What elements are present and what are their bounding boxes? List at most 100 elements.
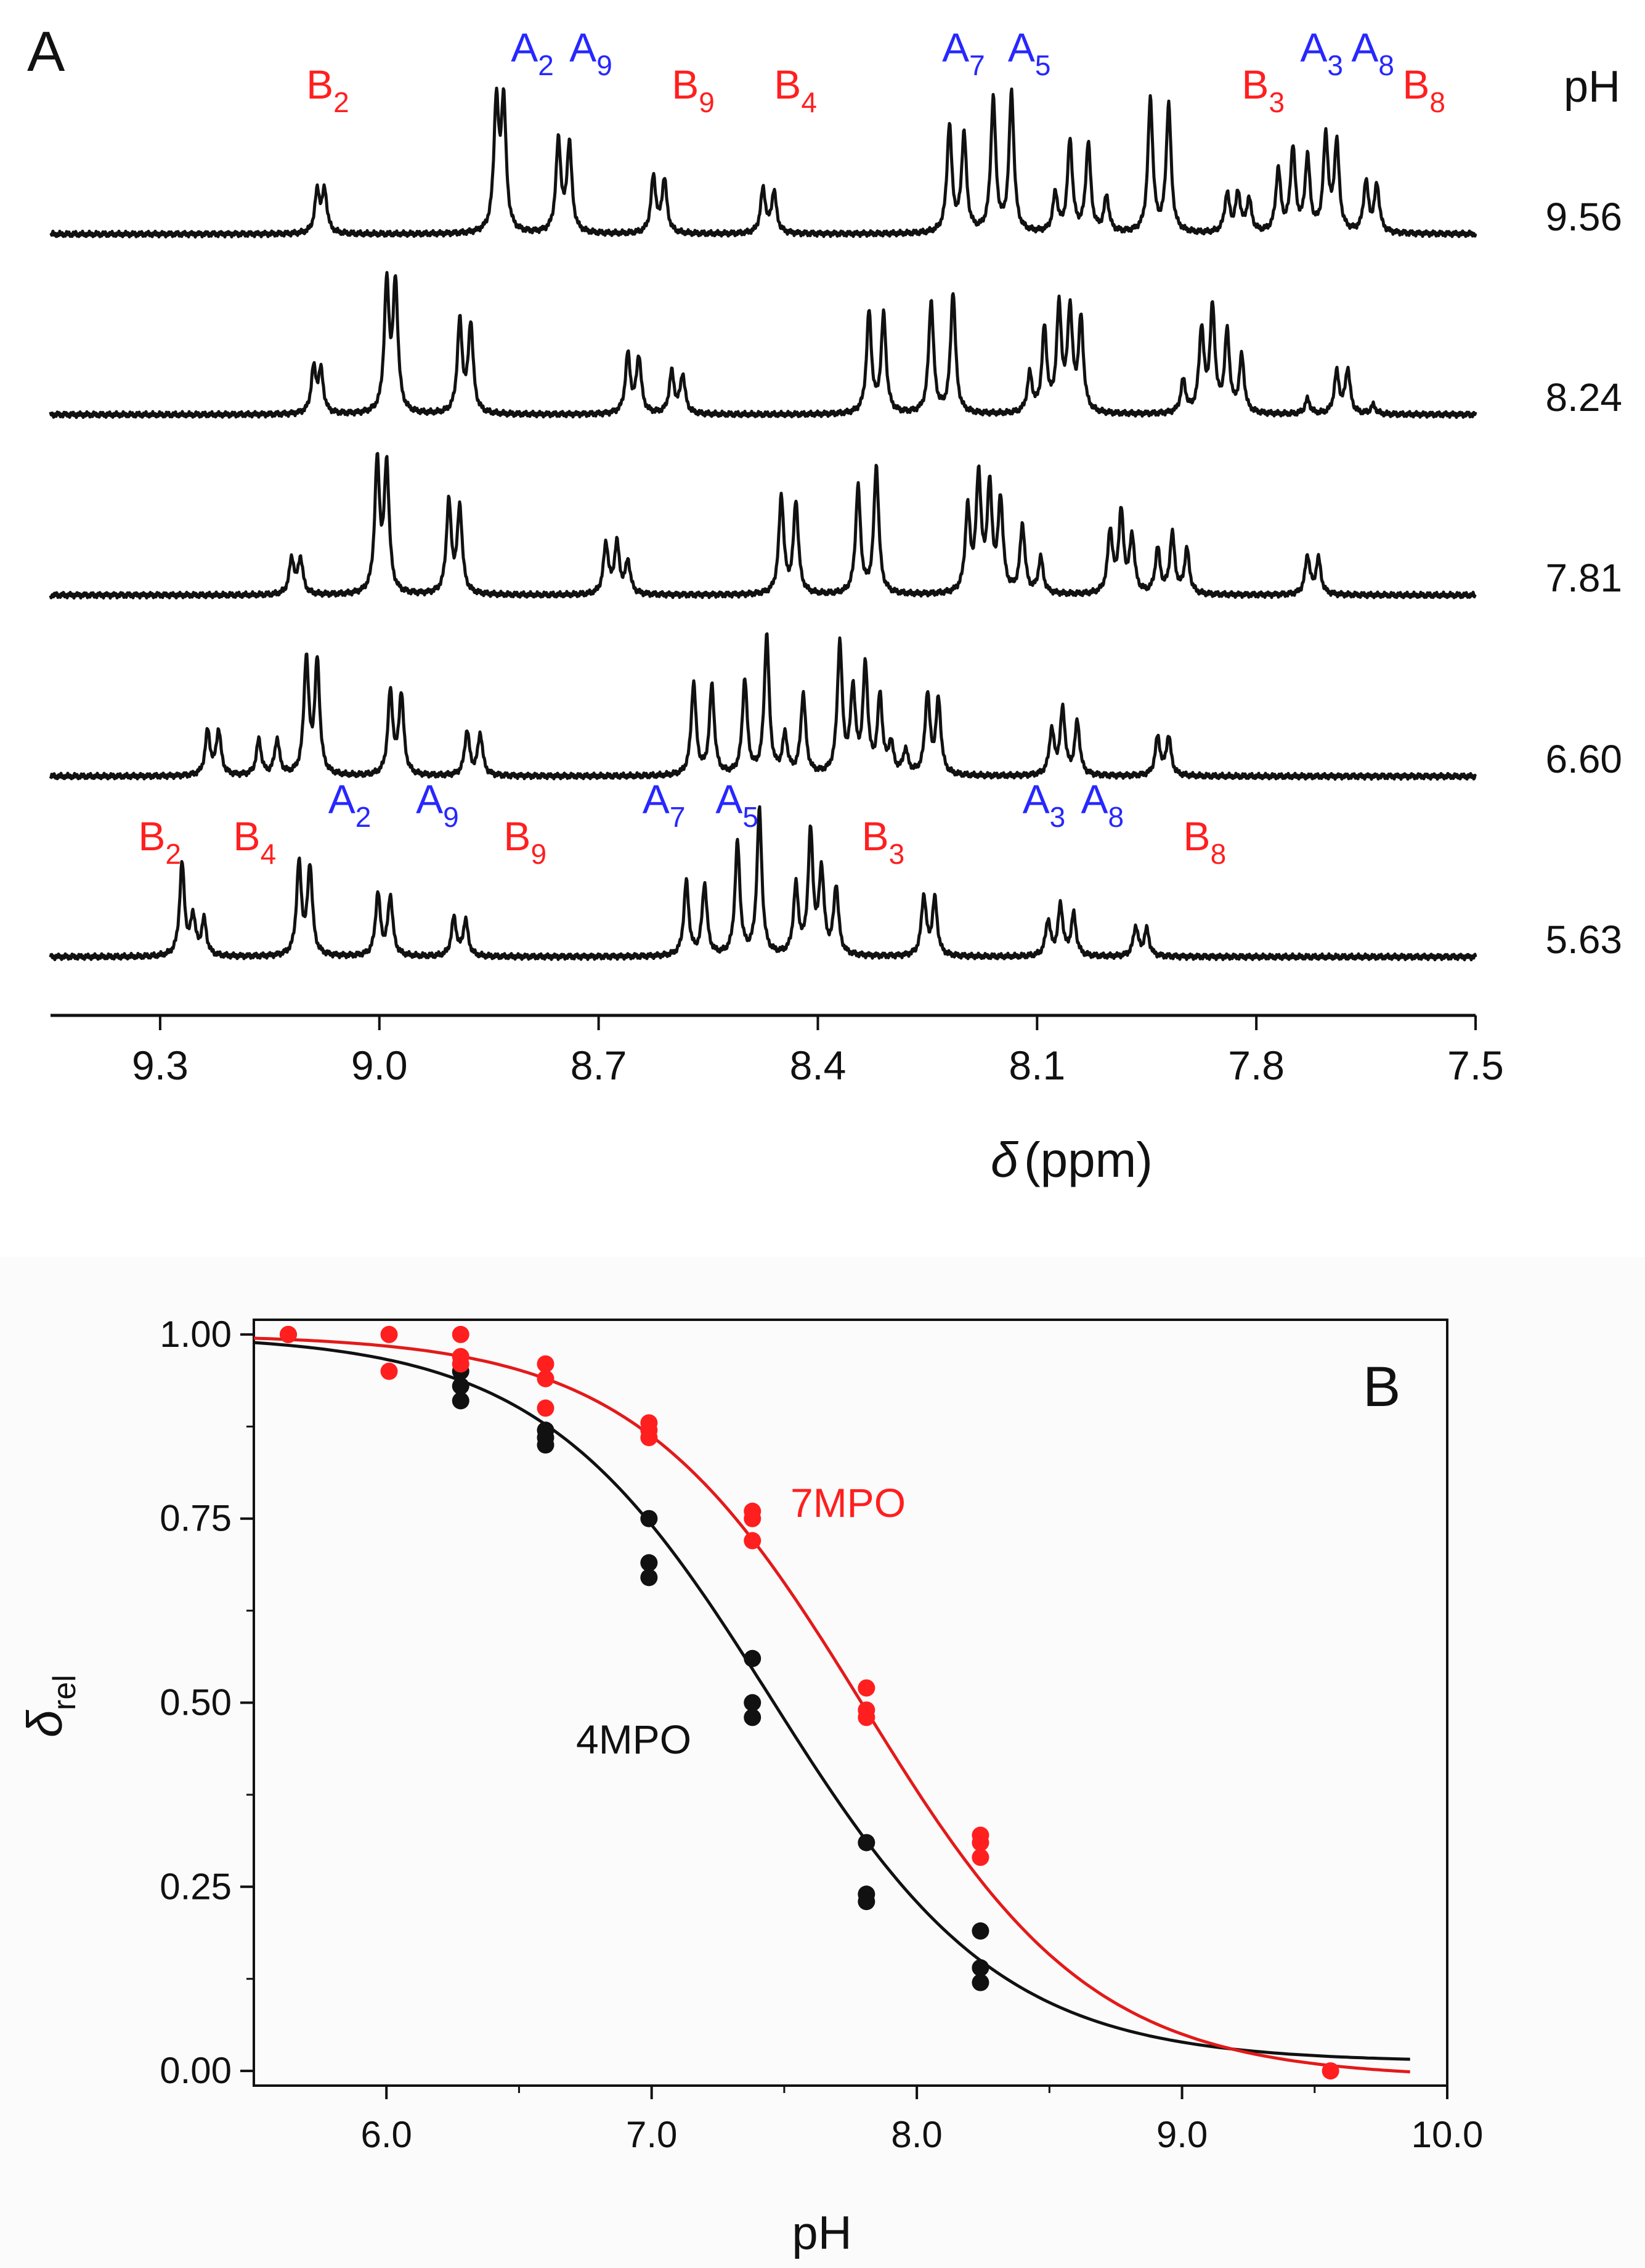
spectrum-ph-label: 9.56 — [1545, 195, 1622, 239]
peak-label-bottom-B2: B2 — [138, 813, 181, 870]
ppm-tick-label: 8.4 — [790, 1043, 847, 1088]
peak-label-top-B4: B4 — [774, 62, 817, 118]
data-point-4mpo — [744, 1694, 762, 1712]
panel-a-nmr-spectra: A pH 9.56 8.24 7.81 6.60 5.63 B2 A2 A9 B9 B4 A7 A5… — [27, 20, 1622, 1187]
spectrum-trace-ph-5.63 — [49, 805, 1477, 962]
peak-label-bottom-A5: A5 — [715, 776, 758, 833]
peak-label-bottom-B4: B4 — [234, 813, 277, 870]
ph-tick-label: 9.0 — [1156, 2114, 1208, 2155]
plot-frame — [253, 1319, 1448, 2087]
peak-label-bottom-A7: A7 — [643, 776, 686, 833]
data-point-7mpo — [452, 1325, 469, 1343]
data-point-7mpo — [452, 1355, 469, 1373]
data-point-4mpo — [858, 1834, 875, 1851]
data-point-4mpo — [744, 1709, 762, 1726]
data-point-4mpo — [972, 1959, 989, 1977]
peak-label-bottom-B3: B3 — [862, 813, 905, 870]
spectrum-ph-label: 8.24 — [1545, 375, 1622, 420]
ppm-axis-label-unit: (ppm) — [1024, 1132, 1153, 1187]
y-tick-label: 1.00 — [160, 1314, 232, 1355]
peak-label-bottom-B9: B9 — [503, 813, 546, 870]
data-point-7mpo — [537, 1399, 554, 1417]
fit-curve-4mpo — [253, 1341, 1410, 2061]
data-point-4mpo — [744, 1649, 762, 1667]
ppm-tick-label: 7.5 — [1447, 1043, 1504, 1088]
peak-label-top-A3: A3 — [1300, 25, 1343, 81]
data-point-7mpo — [380, 1362, 398, 1380]
data-point-7mpo — [537, 1370, 554, 1388]
peak-label-top-A7: A7 — [942, 25, 985, 81]
data-point-7mpo — [858, 1679, 875, 1697]
y-axis-title-symbol: δ — [17, 1709, 72, 1738]
data-points — [279, 1325, 1339, 2080]
fit-curves — [253, 1336, 1410, 2074]
data-point-4mpo — [640, 1569, 658, 1587]
fit-curve-7mpo — [253, 1336, 1410, 2074]
series-label-4mpo: 4MPO — [576, 1717, 691, 1762]
ph-tick-label: 10.0 — [1411, 2114, 1484, 2155]
ppm-tick-label: 9.3 — [132, 1043, 189, 1088]
y-axis-title: δ rel — [17, 1675, 83, 1738]
y-tick-label: 0.25 — [160, 1866, 232, 1907]
data-point-4mpo — [972, 1973, 989, 1991]
peak-label-top-B9: B9 — [672, 62, 715, 118]
ppm-tick-label: 8.1 — [1009, 1043, 1065, 1088]
peak-label-top-A5: A5 — [1008, 25, 1051, 81]
data-point-4mpo — [640, 1554, 658, 1572]
data-point-4mpo — [640, 1510, 658, 1527]
data-point-7mpo — [279, 1325, 297, 1343]
peak-label-top-B3: B3 — [1241, 62, 1285, 118]
ph-tick-label: 7.0 — [626, 2114, 677, 2155]
peak-label-bottom-A8: A8 — [1081, 776, 1124, 833]
plot-axis-ticks: 6.0 7.0 8.0 9.0 10.0 0.00 0.25 0.50 0.75 1.00 — [160, 1314, 1483, 2155]
panel-b-titration-plot: B 6.0 7.0 8.0 9.0 10.0 0.00 0.25 0.50 0.75 1.00 7… — [17, 1314, 1483, 2259]
data-point-4mpo — [972, 1922, 989, 1940]
y-tick-label: 0.50 — [160, 1682, 232, 1723]
spectrum-trace-ph-8.24 — [49, 270, 1477, 420]
data-point-7mpo — [537, 1355, 554, 1373]
data-point-7mpo — [972, 1834, 989, 1851]
peak-label-bottom-A2: A2 — [328, 776, 372, 833]
spectrum-ph-label: 6.60 — [1545, 737, 1622, 781]
data-point-7mpo — [1322, 2062, 1339, 2080]
data-point-7mpo — [858, 1709, 875, 1726]
ppm-tick-label: 9.0 — [351, 1043, 408, 1088]
data-point-4mpo — [858, 1893, 875, 1911]
ppm-axis-label-symbol: δ — [991, 1132, 1019, 1187]
peak-label-top-A9: A9 — [569, 25, 612, 81]
spectra-ph-labels: 9.56 8.24 7.81 6.60 5.63 — [1545, 195, 1622, 962]
ph-header: pH — [1564, 62, 1620, 112]
data-point-7mpo — [640, 1429, 658, 1447]
y-tick-label: 0.00 — [160, 2050, 232, 2091]
data-point-4mpo — [452, 1392, 469, 1410]
panel-b-background — [0, 1257, 1645, 2268]
data-point-7mpo — [744, 1510, 762, 1527]
spectrum-trace-ph-9.56 — [49, 86, 1477, 239]
peak-label-bottom-A9: A9 — [416, 776, 459, 833]
ppm-axis-ticks: 9.3 9.0 8.7 8.4 8.1 7.8 7.5 — [132, 1015, 1504, 1088]
spectrum-trace-ph-6.60 — [49, 632, 1477, 781]
panel-b-letter: B — [1363, 1356, 1400, 1418]
spectrum-trace-ph-7.81 — [49, 452, 1477, 600]
spectra-traces — [49, 86, 1477, 962]
peak-label-bottom-B8: B8 — [1184, 813, 1227, 870]
data-point-4mpo — [537, 1421, 554, 1439]
ph-tick-label: 6.0 — [361, 2114, 412, 2155]
ph-tick-label: 8.0 — [891, 2114, 942, 2155]
panel-a-letter: A — [27, 20, 65, 83]
data-point-7mpo — [972, 1848, 989, 1866]
peak-label-top-A2: A2 — [511, 25, 554, 81]
spectrum-ph-label: 5.63 — [1545, 917, 1622, 962]
data-point-7mpo — [380, 1325, 398, 1343]
y-tick-label: 0.75 — [160, 1498, 232, 1539]
peak-label-top-A8: A8 — [1351, 25, 1394, 81]
peak-label-bottom-A3: A3 — [1023, 776, 1066, 833]
data-point-7mpo — [744, 1532, 762, 1550]
peak-label-top-B2: B2 — [306, 62, 349, 118]
ppm-tick-label: 7.8 — [1228, 1043, 1285, 1088]
spectrum-ph-label: 7.81 — [1545, 556, 1622, 600]
data-point-4mpo — [452, 1377, 469, 1395]
series-label-7mpo: 7MPO — [790, 1480, 906, 1526]
